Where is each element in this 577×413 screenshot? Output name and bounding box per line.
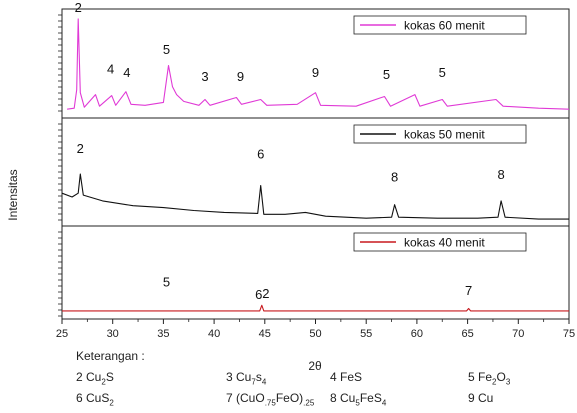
x-tick-label: 40 [208,328,220,340]
x-tick-label: 45 [259,328,271,340]
x-axis-label: 2θ [308,359,322,373]
phase-legend-item: 2 Cu2S [76,370,114,387]
phase-legend-item: 9 Cu [468,391,494,405]
peak-label: 9 [237,69,244,84]
y-axis-label: Intensitas [6,169,20,220]
peak-label: 4 [107,61,114,76]
phase-legend-item: 3 Cu7s4 [226,370,267,387]
peak-label: 6 [255,287,262,302]
peak-label: 5 [163,275,170,290]
phase-legend-item: 5 Fe2O3 [468,370,511,387]
peak-label: 5 [383,67,390,82]
plot-frame [61,8,570,320]
legend-box [353,232,527,252]
legend-label: kokas 40 menit [404,236,485,250]
peak-label: 5 [439,65,446,80]
peak-label: 4 [123,65,130,80]
legend-label: kokas 60 menit [404,19,485,33]
series-line [61,173,569,220]
phase-legend-item: 6 CuS2 [76,391,114,408]
peak-label: 2 [75,0,82,15]
peak-label: 9 [312,65,319,80]
phase-legend-item: 7 (CuO.75FeO).25 [226,391,315,408]
x-tick-label: 25 [56,328,68,340]
peak-label: 2 [262,286,269,301]
x-tick-label: 70 [512,328,524,340]
keterangan-title: Keterangan : [76,349,145,363]
phase-legend-item: 8 Cu5FeS4 [330,391,387,408]
peak-label: 8 [497,167,504,182]
peak-label: 8 [391,170,398,185]
legend-box [353,15,527,35]
x-tick-label: 75 [563,328,575,340]
peak-label: 7 [465,283,472,298]
series-line [62,304,569,312]
x-tick-label: 60 [411,328,423,340]
legend-label: kokas 50 menit [404,128,485,142]
peak-label: 3 [201,69,208,84]
phase-legend-item: 4 FeS [330,370,363,384]
legend-box [353,124,527,144]
peak-label: 6 [257,147,264,162]
x-tick-label: 30 [107,328,119,340]
series-line [67,18,570,110]
panel-2: kokas 50 menit 2 6 8 8 [61,124,569,220]
x-tick-label: 35 [157,328,169,340]
peak-label: 2 [77,141,84,156]
x-tick-label: 55 [360,328,372,340]
x-tick-label: 50 [309,328,321,340]
panel-3: kokas 40 menit 5 6 2 7 [62,232,569,312]
x-tick-label: 65 [461,328,473,340]
panel-1: kokas 60 menit 2 4 4 5 3 9 9 5 5 [67,0,570,110]
peak-label: 5 [163,42,170,57]
